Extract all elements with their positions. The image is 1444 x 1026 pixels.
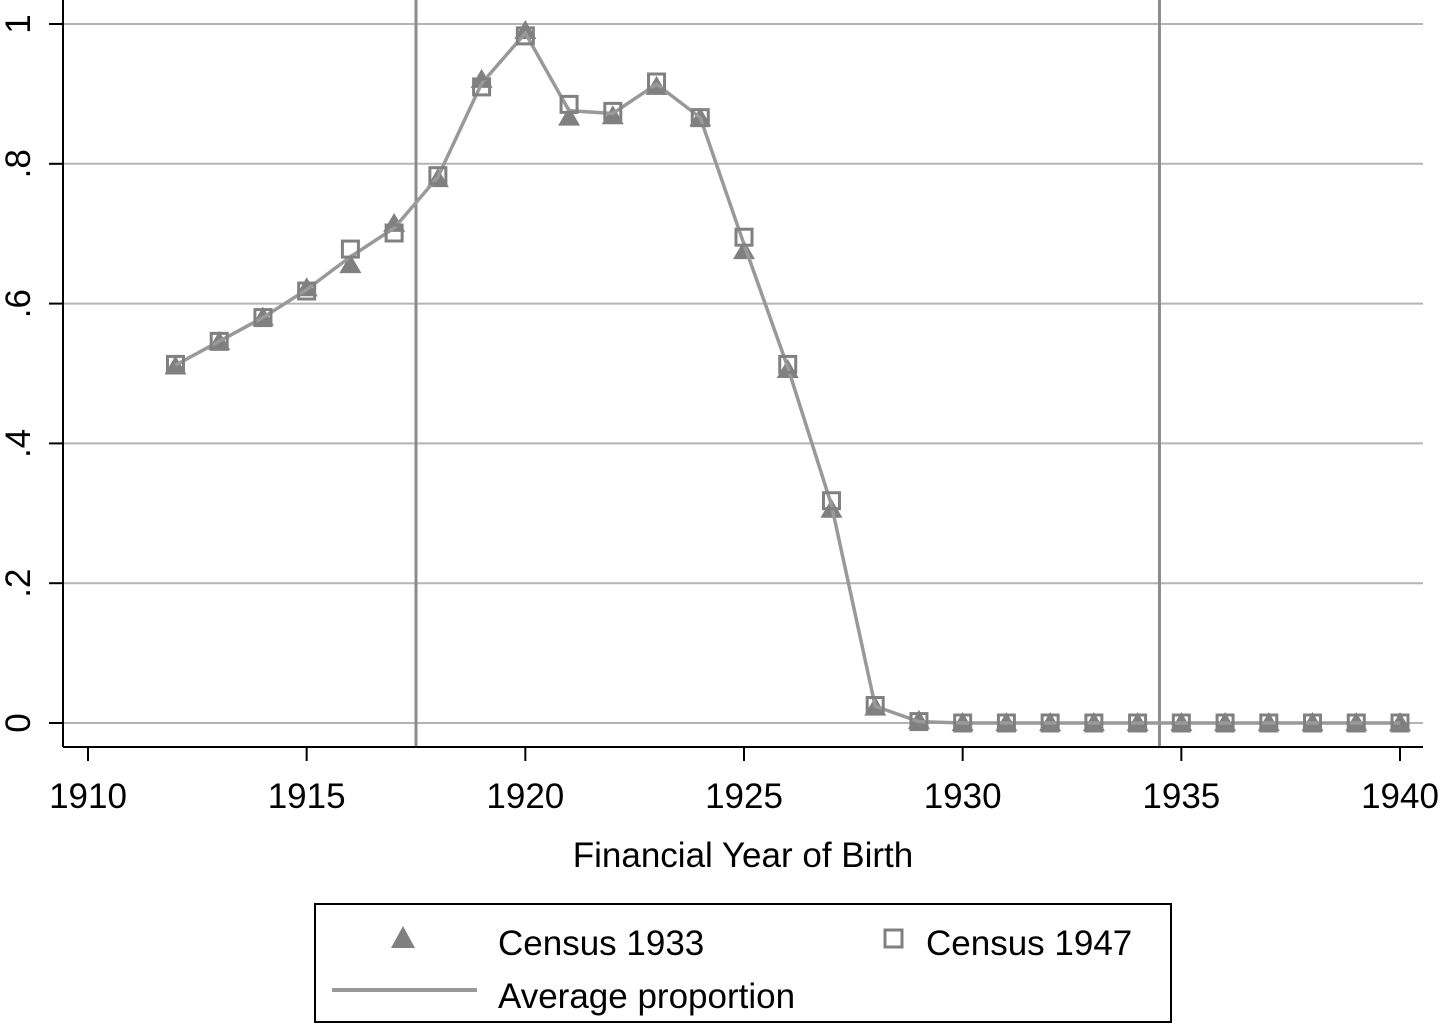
census-1947-point: [647, 72, 667, 92]
census-1947-point: [996, 713, 1016, 733]
y-tick-label: .8: [0, 149, 38, 178]
x-axis-title: Financial Year of Birth: [572, 836, 914, 875]
census-1947-point: [1128, 713, 1148, 733]
census-1947-point: [559, 94, 579, 114]
census-1947-point: [297, 281, 317, 301]
y-tick-label: 0: [0, 713, 38, 732]
x-tick-label: 1925: [705, 777, 783, 816]
census-1947-point: [953, 713, 973, 733]
census-1947-point: [909, 712, 929, 732]
census-1947-point: [1259, 713, 1279, 733]
census-1933-point: [907, 709, 930, 729]
line-chart: 0 .2 .4 .6 .8 1 1910 1915 1920 1925 1930 1935 1940: [0, 0, 1439, 816]
census-1947-point: [821, 491, 841, 511]
census-1933-point: [558, 106, 581, 126]
census-1947-point: [384, 223, 404, 243]
census-1947-point: [1084, 713, 1104, 733]
triangle-marker-icon: [391, 926, 415, 948]
y-tick-label: 1: [0, 14, 38, 33]
x-tick-label: 1930: [924, 777, 1002, 816]
census-1947-point: [1171, 713, 1191, 733]
census-1947-point: [165, 354, 185, 374]
average-proportion-line: [174, 30, 1400, 725]
census-1947-point: [1303, 713, 1323, 733]
census-1947-point: [472, 77, 492, 97]
x-tick-label: 1935: [1142, 777, 1220, 816]
legend: Census 1933 Census 1947 Average proporti…: [314, 903, 1172, 1023]
legend-label-average-proportion: Average proportion: [498, 977, 796, 1016]
line-symbol-icon: [332, 988, 477, 992]
y-tick-label: .6: [0, 289, 38, 318]
census-1947-point: [340, 239, 360, 259]
y-tick-label: .4: [0, 429, 38, 458]
census-1933-point: [733, 240, 755, 260]
census-1947-point: [1390, 713, 1410, 733]
legend-label-census-1947: Census 1947: [926, 924, 1133, 963]
census-1933-point: [514, 19, 537, 39]
legend-label-census-1933: Census 1933: [498, 924, 705, 963]
census-1947-point: [209, 331, 229, 351]
x-tick-label: 1940: [1361, 777, 1439, 816]
census-1947-point: [690, 108, 710, 128]
census-1947-point: [428, 166, 448, 186]
y-tick-label: .2: [0, 569, 38, 598]
census-1947-point: [603, 101, 623, 121]
census-1947-point: [734, 227, 754, 247]
x-tick-label: 1910: [49, 777, 127, 816]
square-marker-icon: [883, 928, 904, 949]
census-1933-point: [383, 212, 406, 232]
census-1947-point: [1346, 713, 1366, 733]
census-1933-point: [339, 254, 362, 274]
census-1947-point: [778, 354, 798, 374]
x-tick-label: 1920: [486, 777, 564, 816]
census-1947-point: [1215, 713, 1235, 733]
census-1947-point: [515, 26, 535, 46]
census-1947-point: [253, 308, 273, 328]
census-1947-point: [865, 696, 885, 716]
x-tick-label: 1915: [268, 777, 346, 816]
census-1947-point: [1040, 713, 1060, 733]
